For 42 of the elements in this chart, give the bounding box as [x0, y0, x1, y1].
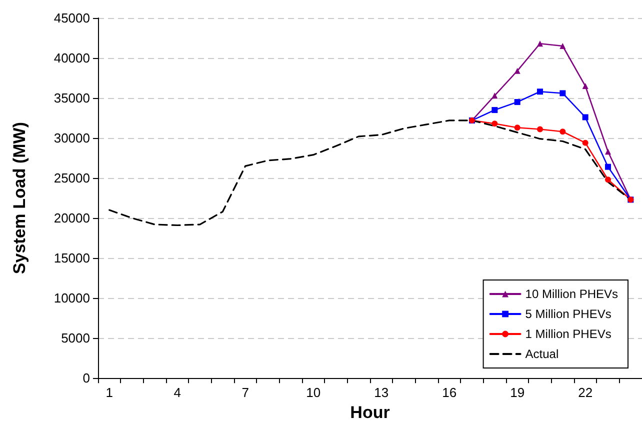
x-tick-label: 13	[374, 385, 389, 400]
y-axis-title: System Load (MW)	[10, 122, 29, 274]
y-tick-label: 0	[82, 370, 90, 386]
y-tick-label: 20000	[54, 210, 90, 226]
x-tick-label: 10	[306, 385, 321, 400]
x-tick-label: 1	[106, 385, 113, 400]
point	[605, 176, 611, 183]
y-tick-label: 35000	[54, 90, 90, 106]
y-tick-label: 45000	[54, 10, 90, 26]
x-axis-title: Hour	[350, 403, 390, 422]
point	[582, 114, 588, 120]
x-tick-label: 22	[578, 385, 593, 400]
point	[560, 128, 566, 135]
x-tick-label: 4	[174, 385, 181, 400]
legend-label: 5 Million PHEVs	[525, 307, 612, 321]
point	[492, 92, 498, 99]
legend-label: 10 Million PHEVs	[525, 287, 618, 301]
y-tick-label: 5000	[61, 330, 90, 346]
point	[537, 126, 543, 132]
point	[514, 99, 520, 106]
point	[492, 107, 498, 114]
y-tick-label: 40000	[54, 50, 90, 66]
legend-label: 1 Million PHEVs	[525, 327, 612, 341]
x-tick-label: 7	[242, 385, 249, 400]
point	[560, 43, 566, 50]
point	[560, 90, 566, 96]
point	[537, 88, 543, 95]
point	[514, 124, 520, 131]
y-tick-label: 15000	[54, 250, 90, 266]
y-tick-label: 30000	[54, 130, 90, 146]
point	[582, 83, 588, 90]
point	[514, 68, 520, 74]
legend-label: Actual	[525, 347, 559, 361]
point	[492, 120, 498, 127]
point	[537, 40, 543, 47]
y-tick-label: 10000	[54, 290, 90, 306]
x-tick-label: 16	[442, 385, 457, 400]
point	[605, 164, 611, 170]
point	[582, 140, 588, 146]
y-tick-label: 25000	[54, 170, 90, 186]
x-tick-label: 19	[510, 385, 525, 400]
point	[605, 148, 611, 155]
